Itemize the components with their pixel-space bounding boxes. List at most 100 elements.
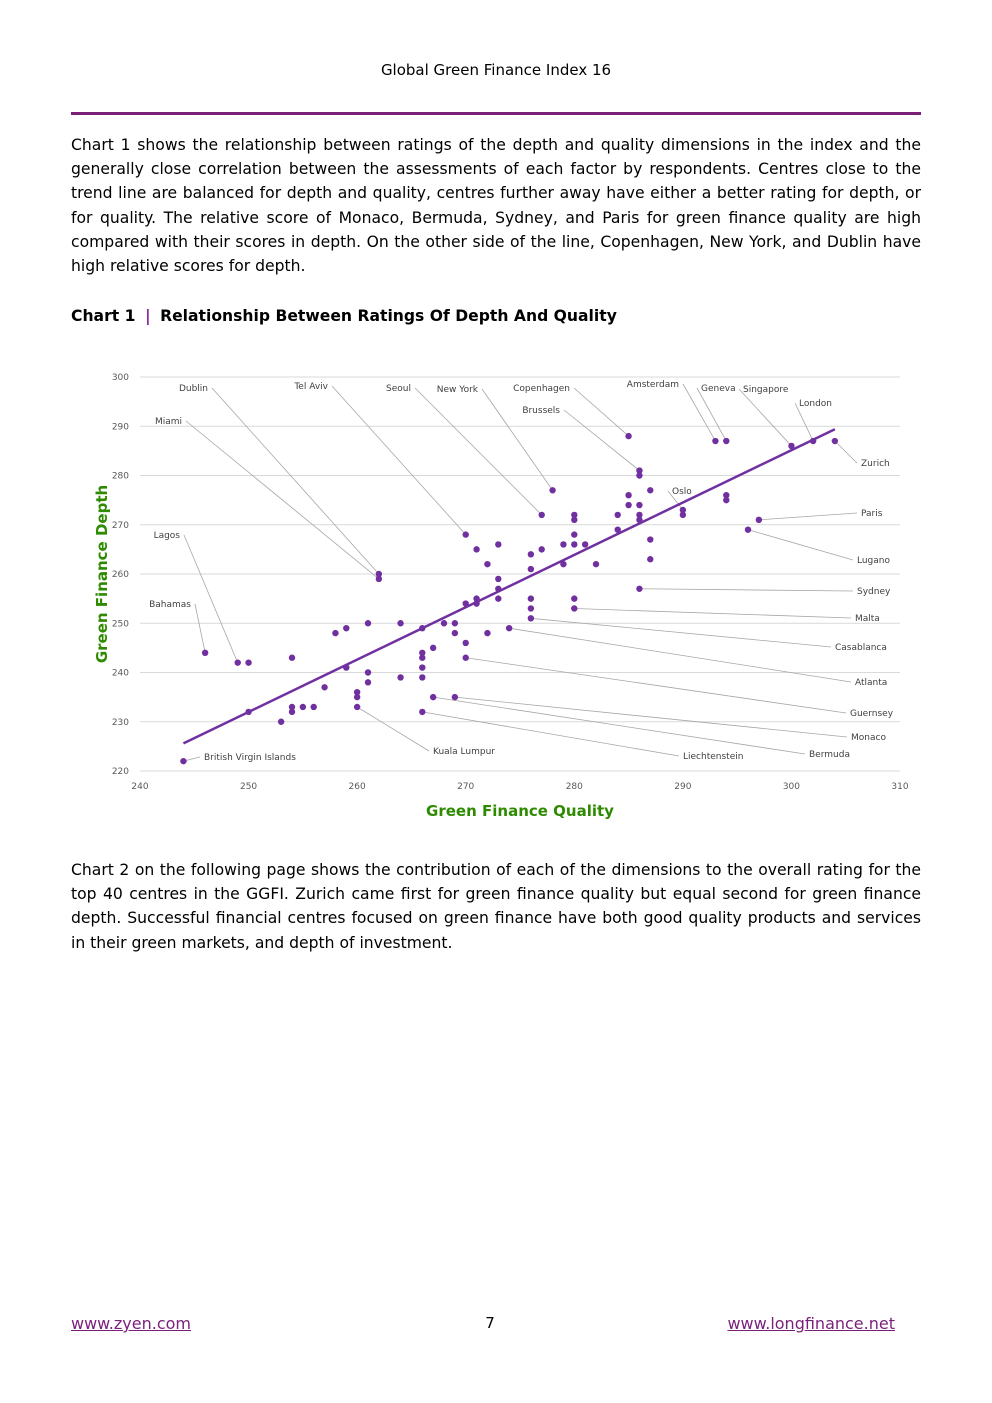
longfinance-link[interactable]: www.longfinance.net xyxy=(727,1314,895,1333)
annotation-leader-line xyxy=(758,512,858,521)
y-tick-label: 280 xyxy=(112,472,129,482)
data-point xyxy=(451,620,459,627)
annotation-label: Singapore xyxy=(743,385,789,395)
data-point xyxy=(636,511,643,519)
chart-heading-label: Chart 1 xyxy=(71,307,136,325)
data-point xyxy=(571,531,578,538)
annotation-label: British Virgin Islands xyxy=(204,753,296,763)
intro-paragraph: Chart 1 shows the relationship between r… xyxy=(71,136,921,276)
data-point xyxy=(495,585,502,592)
x-tick-label: 250 xyxy=(240,782,257,792)
y-axis-title: Green Finance Depth xyxy=(93,485,111,663)
data-point xyxy=(723,437,730,445)
zyen-link[interactable]: www.zyen.com xyxy=(71,1314,191,1333)
chart-heading-separator: | xyxy=(144,307,151,325)
annotation-label: Paris xyxy=(861,509,883,519)
x-tick-label: 240 xyxy=(131,782,148,792)
data-point xyxy=(364,669,372,676)
data-point xyxy=(505,624,513,632)
page-header-title: Global Green Finance Index 16 xyxy=(380,61,612,79)
data-point xyxy=(560,560,567,568)
annotation-leader-line xyxy=(454,696,848,738)
data-point xyxy=(647,487,654,494)
annotation-leader-line xyxy=(667,490,684,511)
y-tick-label: 270 xyxy=(112,521,129,531)
y-tick-label: 220 xyxy=(112,767,129,777)
data-point xyxy=(636,467,643,474)
data-point xyxy=(831,437,839,445)
annotation-leader-line xyxy=(696,387,727,442)
data-point xyxy=(310,703,317,711)
data-point xyxy=(625,432,632,440)
data-point xyxy=(353,689,361,696)
depth-quality-scatter-chart: 220 230 240 250 260 270 280 290 300 240 250 260 270 2… xyxy=(93,373,909,820)
annotation-label: Liechtenstein xyxy=(683,752,743,762)
annotation-label: Geneva xyxy=(701,384,736,394)
chart-heading-title: Relationship Between Ratings Of Depth An… xyxy=(160,307,617,325)
annotation-label: Lugano xyxy=(857,556,890,566)
data-point xyxy=(788,442,795,450)
data-point xyxy=(809,437,817,445)
data-point xyxy=(527,605,535,612)
annotation-leader-line xyxy=(563,409,640,471)
data-point xyxy=(397,620,404,627)
data-point xyxy=(636,585,643,592)
data-point xyxy=(527,551,535,558)
data-point xyxy=(571,511,578,519)
data-point xyxy=(614,526,621,533)
data-point xyxy=(625,492,632,499)
annotation-label: Kuala Lumpur xyxy=(433,747,495,757)
annotation-label: Tel Aviv xyxy=(293,382,328,392)
annotation-leader-line xyxy=(465,657,847,714)
data-point xyxy=(625,501,632,509)
data-point xyxy=(429,644,437,652)
data-point xyxy=(343,624,350,632)
page-number: 7 xyxy=(485,1314,495,1332)
data-point xyxy=(484,629,491,637)
annotation-leader-line xyxy=(183,534,239,663)
y-tick-label: 230 xyxy=(112,718,129,728)
y-tick-label: 250 xyxy=(112,619,129,629)
data-point xyxy=(473,600,480,607)
annotation-leader-line xyxy=(747,529,854,561)
data-point xyxy=(712,437,719,445)
data-point xyxy=(473,595,480,602)
data-point xyxy=(201,649,209,656)
annotation-leader-line xyxy=(794,402,814,442)
data-point xyxy=(419,624,426,632)
annotation-label: Bahamas xyxy=(149,600,191,610)
annotation-label: New York xyxy=(437,385,479,395)
data-point xyxy=(277,718,285,725)
data-point xyxy=(473,546,480,553)
annotation-leader-line xyxy=(211,387,380,575)
data-point xyxy=(234,659,241,666)
data-point xyxy=(755,516,763,524)
data-point xyxy=(419,674,426,681)
annotation-leader-line xyxy=(414,387,542,516)
data-point xyxy=(245,659,252,666)
data-point xyxy=(592,560,600,568)
annotation-label: Bermuda xyxy=(809,750,850,760)
data-point xyxy=(527,595,535,602)
data-point xyxy=(419,708,426,716)
data-point xyxy=(527,565,535,573)
data-point xyxy=(723,492,730,499)
data-point xyxy=(636,516,643,524)
annotation-label: Casablanca xyxy=(835,643,887,653)
y-tick-label: 290 xyxy=(112,422,129,432)
annotation-leader-line xyxy=(509,627,852,683)
annotation-leader-line xyxy=(738,388,792,447)
annotation-label: Malta xyxy=(855,614,880,624)
data-point xyxy=(581,541,589,548)
y-tick-label: 260 xyxy=(112,570,129,580)
annotation-leader-line xyxy=(639,588,854,592)
annotation-label: Brussels xyxy=(522,406,560,416)
data-point xyxy=(364,679,372,686)
x-tick-label: 260 xyxy=(349,782,366,792)
data-point xyxy=(636,501,643,509)
data-point xyxy=(723,496,730,504)
data-point xyxy=(332,629,339,637)
data-point xyxy=(647,556,654,563)
annotation-leader-line xyxy=(530,617,832,648)
annotation-label: Guernsey xyxy=(850,709,894,719)
